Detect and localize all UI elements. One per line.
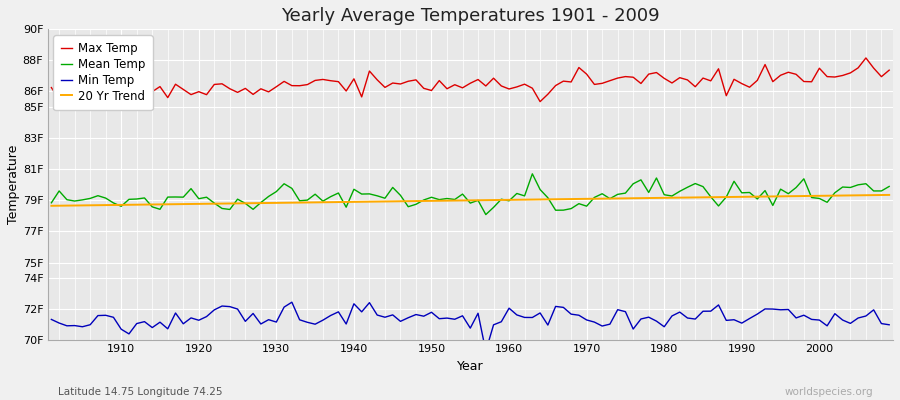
Mean Temp <box>504 198 515 203</box>
20 Yr Trend <box>325 200 336 204</box>
Text: Latitude 14.75 Longitude 74.25: Latitude 14.75 Longitude 74.25 <box>58 387 223 397</box>
Mean Temp <box>884 184 895 189</box>
Legend: Max Temp, Mean Temp, Min Temp, 20 Yr Trend: Max Temp, Mean Temp, Min Temp, 20 Yr Tre… <box>53 35 153 110</box>
Max Temp <box>605 78 616 83</box>
Mean Temp <box>511 191 522 196</box>
Max Temp <box>496 84 507 88</box>
Min Temp <box>481 349 491 354</box>
Max Temp <box>535 99 545 104</box>
Max Temp <box>108 86 119 91</box>
Mean Temp <box>612 192 623 197</box>
Y-axis label: Temperature: Temperature <box>7 145 20 224</box>
20 Yr Trend <box>279 200 290 205</box>
Line: Min Temp: Min Temp <box>51 302 889 351</box>
20 Yr Trend <box>46 204 57 208</box>
Text: worldspecies.org: worldspecies.org <box>785 387 873 397</box>
Mean Temp <box>526 172 537 176</box>
Mean Temp <box>108 200 119 205</box>
Max Temp <box>279 79 290 84</box>
20 Yr Trend <box>504 198 515 202</box>
Min Temp <box>519 315 530 320</box>
Min Temp <box>286 300 297 304</box>
Line: Max Temp: Max Temp <box>51 58 889 102</box>
Line: Mean Temp: Mean Temp <box>51 174 889 214</box>
20 Yr Trend <box>108 202 119 207</box>
Max Temp <box>46 85 57 90</box>
Mean Temp <box>481 212 491 217</box>
Mean Temp <box>325 194 336 199</box>
X-axis label: Year: Year <box>457 360 483 373</box>
Max Temp <box>504 86 515 91</box>
Min Temp <box>333 310 344 314</box>
Line: 20 Yr Trend: 20 Yr Trend <box>51 195 889 206</box>
Min Temp <box>612 307 623 312</box>
20 Yr Trend <box>496 198 507 202</box>
20 Yr Trend <box>597 196 608 201</box>
Min Temp <box>108 315 119 320</box>
Max Temp <box>884 68 895 72</box>
Title: Yearly Average Temperatures 1901 - 2009: Yearly Average Temperatures 1901 - 2009 <box>281 7 660 25</box>
Min Temp <box>884 322 895 327</box>
Min Temp <box>279 305 290 310</box>
Max Temp <box>860 56 871 60</box>
20 Yr Trend <box>884 192 895 197</box>
Min Temp <box>511 312 522 317</box>
Mean Temp <box>46 200 57 205</box>
Max Temp <box>325 78 336 83</box>
Mean Temp <box>279 181 290 186</box>
Min Temp <box>46 317 57 322</box>
